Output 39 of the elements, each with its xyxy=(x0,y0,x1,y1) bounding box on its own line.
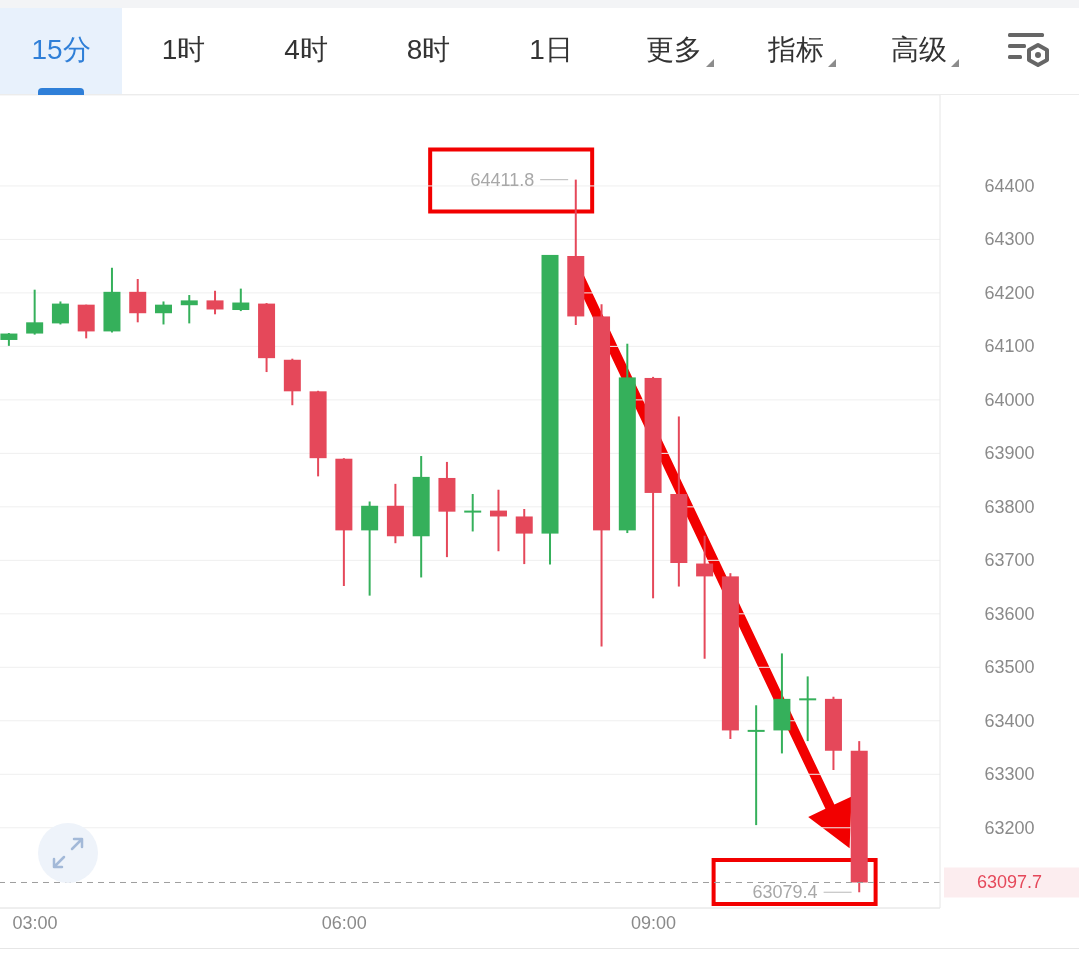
candlestick xyxy=(155,300,172,326)
x-tick-label: 06:00 xyxy=(321,912,367,933)
text: 4时 xyxy=(284,34,328,65)
y-tick-label: 63400 xyxy=(984,710,1035,731)
candlestick xyxy=(799,675,817,743)
text: 更多 xyxy=(645,34,702,65)
candlestick xyxy=(696,534,714,660)
y-tick-label: 63600 xyxy=(984,603,1035,624)
x-tick-label: 09:00 xyxy=(630,912,676,933)
y-tick-label: 64400 xyxy=(984,175,1035,196)
candlestick xyxy=(180,294,198,325)
ref-line-label: 63097.7 xyxy=(976,872,1043,893)
y-tick-label: 63900 xyxy=(984,443,1035,464)
y-tick-label: 64200 xyxy=(984,282,1035,303)
y-tick-label: 64000 xyxy=(984,389,1035,410)
y-tick-label: 63800 xyxy=(984,496,1035,517)
candlestick xyxy=(51,300,69,326)
candlestick xyxy=(206,289,224,316)
candlestick xyxy=(26,288,44,336)
text: 1时 xyxy=(161,34,206,65)
candlestick xyxy=(747,704,765,827)
candlestick xyxy=(515,507,533,566)
text: 1日 xyxy=(529,34,573,65)
annotation: 64411.8 xyxy=(470,169,535,190)
y-tick-label: 64100 xyxy=(984,336,1035,357)
candlestick xyxy=(129,277,147,324)
text: 高级 xyxy=(890,34,947,65)
text: 8时 xyxy=(406,34,451,65)
x-tick-label: 03:00 xyxy=(12,912,58,933)
text: 15分 xyxy=(31,34,91,65)
y-tick-label: 63700 xyxy=(984,550,1035,571)
y-tick-label: 64300 xyxy=(984,229,1035,250)
y-tick-label: 63500 xyxy=(984,657,1035,678)
candlestick xyxy=(232,287,250,313)
y-tick-label: 63300 xyxy=(984,764,1035,785)
candlestick xyxy=(464,493,482,533)
y-tick-label: 63200 xyxy=(984,817,1035,838)
annotation: 63079.4 xyxy=(752,882,818,903)
text: 指标 xyxy=(768,34,824,65)
